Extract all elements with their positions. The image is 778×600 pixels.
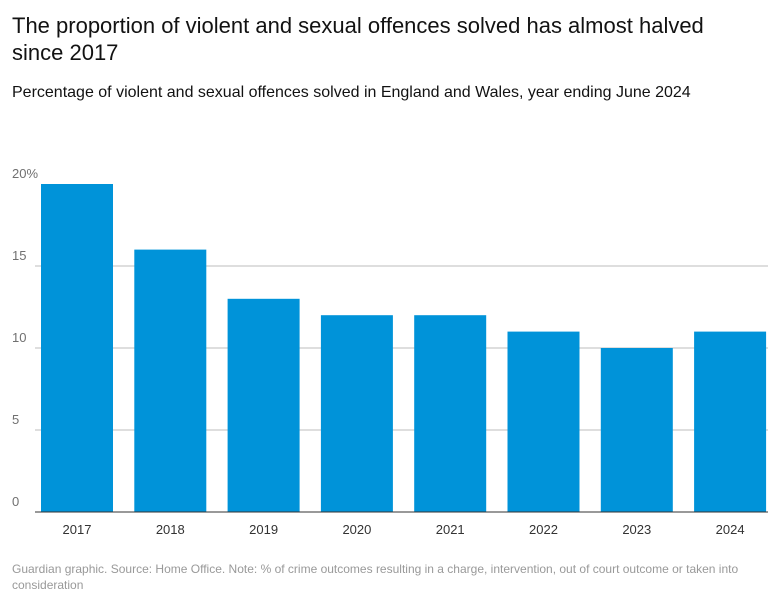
bar xyxy=(507,331,580,512)
bar xyxy=(694,331,767,512)
bar xyxy=(414,315,487,512)
x-tick-label: 2024 xyxy=(716,522,745,537)
chart-subtitle: Percentage of violent and sexual offence… xyxy=(12,84,691,101)
chart-title: The proportion of violent and sexual off… xyxy=(12,13,704,65)
y-tick-label: 15 xyxy=(12,248,26,263)
x-tick-label: 2023 xyxy=(622,522,651,537)
y-tick-label: 0 xyxy=(12,494,19,509)
bar xyxy=(134,249,207,512)
x-tick-label: 2020 xyxy=(342,522,371,537)
y-tick-label: 10 xyxy=(12,330,26,345)
bar xyxy=(320,315,393,512)
bar xyxy=(600,348,673,512)
y-tick-label: 20% xyxy=(12,166,38,181)
x-tick-label: 2022 xyxy=(529,522,558,537)
bar xyxy=(41,184,113,512)
x-tick-label: 2021 xyxy=(436,522,465,537)
y-tick-label: 5 xyxy=(12,412,19,427)
x-tick-label: 2019 xyxy=(249,522,278,537)
x-tick-label: 2017 xyxy=(63,522,92,537)
bar xyxy=(227,298,300,512)
x-tick-label: 2018 xyxy=(156,522,185,537)
source-note: Guardian graphic. Source: Home Office. N… xyxy=(12,562,739,592)
